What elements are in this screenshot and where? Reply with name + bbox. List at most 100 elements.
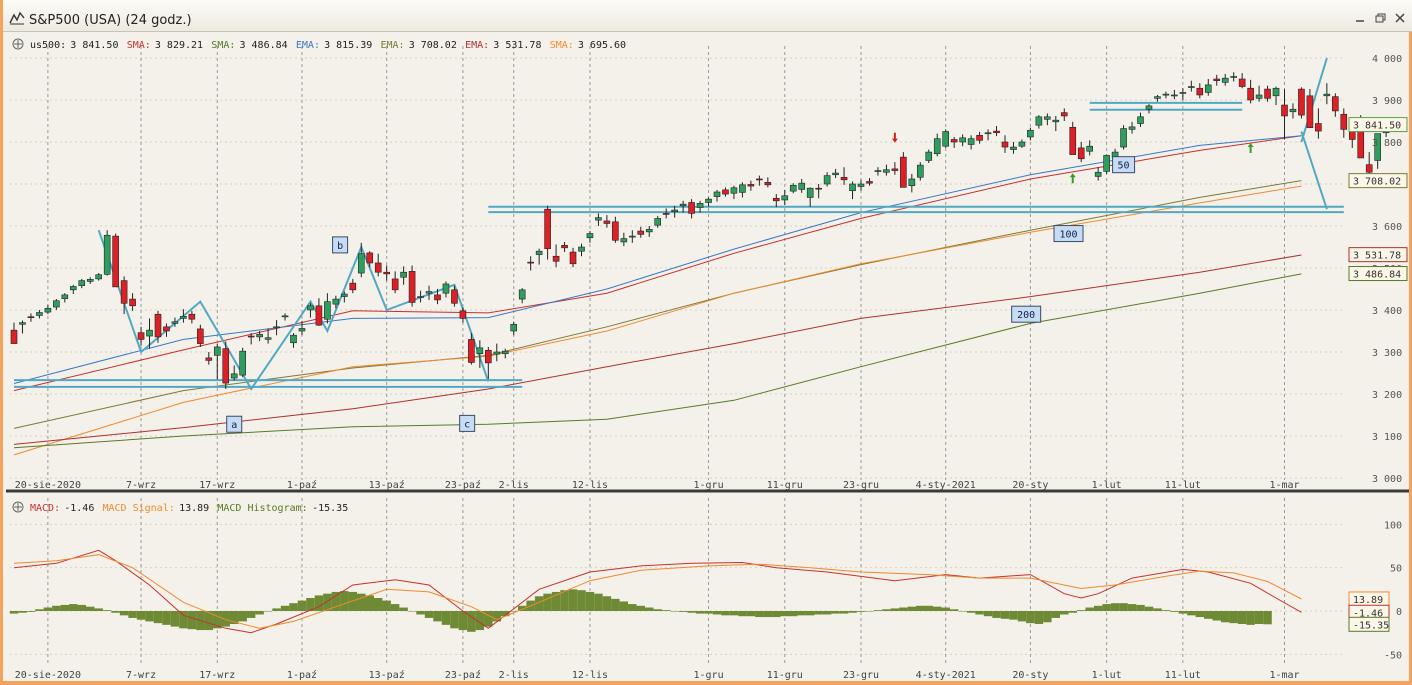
macd-histogram-bar bbox=[738, 611, 747, 617]
candle-body bbox=[950, 139, 958, 143]
candle-body bbox=[993, 130, 1000, 134]
macd-histogram-bar bbox=[907, 606, 917, 611]
macd-x-label: 20-sie-2020 bbox=[15, 670, 81, 681]
candle-body bbox=[789, 184, 797, 192]
macd-histogram-bar bbox=[35, 609, 44, 611]
window-buttons bbox=[1353, 12, 1407, 24]
macd-histogram-bar bbox=[721, 611, 730, 616]
candle-body bbox=[900, 156, 907, 188]
macd-histogram-bar bbox=[1178, 611, 1188, 614]
macd-histogram-bar bbox=[1263, 611, 1272, 625]
candle-body bbox=[1060, 112, 1068, 117]
candle-body bbox=[722, 189, 729, 195]
candle-body bbox=[535, 250, 543, 255]
macd-histogram-bar bbox=[373, 598, 383, 611]
legend-value: 13.89 bbox=[179, 503, 209, 514]
move-handle-ring bbox=[12, 38, 24, 50]
candle-body bbox=[916, 164, 924, 178]
macd-histogram-bar bbox=[916, 605, 925, 611]
candle-body bbox=[696, 203, 704, 208]
candle-body bbox=[781, 195, 789, 201]
legend-value: 3 486.84 bbox=[240, 40, 288, 51]
macd-histogram-bar bbox=[899, 607, 908, 611]
price-badge-label: 3 486.84 bbox=[1353, 270, 1401, 281]
macd-histogram-bar bbox=[492, 611, 502, 622]
restore-icon[interactable] bbox=[1373, 12, 1387, 24]
candle-body bbox=[1128, 126, 1136, 130]
candle-body bbox=[1230, 76, 1237, 78]
macd-histogram-bar bbox=[1026, 611, 1035, 624]
macd-histogram-bar bbox=[746, 611, 756, 617]
macd-tick-label: -50 bbox=[1384, 650, 1402, 661]
candle-body bbox=[137, 332, 145, 340]
price-tick-label: 3 800 bbox=[1372, 138, 1402, 149]
legend-value: 3 841.50 bbox=[70, 40, 118, 51]
macd-histogram-bar bbox=[1170, 611, 1179, 612]
candle-body bbox=[103, 234, 111, 275]
macd-histogram-bar bbox=[424, 611, 434, 618]
macd-histogram-bar bbox=[441, 611, 451, 625]
macd-histogram-bar bbox=[602, 596, 612, 611]
macd-histogram-bar bbox=[831, 611, 840, 614]
candle-body bbox=[984, 132, 992, 135]
candle-body bbox=[197, 328, 204, 344]
candle-body bbox=[290, 334, 297, 344]
macd-histogram-bar bbox=[187, 611, 197, 630]
macd-histogram-bar bbox=[856, 611, 866, 612]
macd-histogram-bar bbox=[949, 609, 959, 611]
macd-histogram-bar bbox=[501, 611, 510, 617]
macd-histogram-bar bbox=[102, 610, 112, 611]
macd-histogram-bar bbox=[280, 605, 290, 611]
macd-histogram-bar bbox=[678, 611, 688, 612]
legend-label: MACD Histogram: bbox=[217, 503, 307, 514]
price-tick-label: 3 200 bbox=[1372, 390, 1402, 401]
macd-histogram-bar bbox=[221, 611, 230, 627]
candle-body bbox=[1323, 93, 1331, 97]
macd-histogram-bar bbox=[1229, 611, 1238, 624]
title-bar[interactable]: S&P500 (USA) (24 godz.) bbox=[3, 0, 1412, 32]
legend-label: SMA: bbox=[211, 40, 235, 51]
macd-badge-label: 13.89 bbox=[1353, 595, 1383, 606]
price-x-label: 17-wrz bbox=[199, 480, 235, 491]
candle-body bbox=[129, 298, 136, 307]
price-x-label: 1-mar bbox=[1269, 480, 1299, 491]
chart-area[interactable]: a b c 50 100 200 3 000 3 100 3 200 3 300 3 400 3 5… bbox=[6, 32, 1409, 685]
candle-body bbox=[366, 252, 374, 264]
macd-histogram-bar bbox=[1153, 608, 1162, 611]
candle-body bbox=[1221, 77, 1229, 83]
macd-histogram-bar bbox=[1119, 603, 1128, 611]
macd-histogram-bar bbox=[382, 600, 391, 611]
candle-body bbox=[1069, 127, 1077, 155]
candle-body bbox=[1306, 95, 1314, 129]
macd-histogram-bar bbox=[229, 611, 239, 624]
price-x-label: 1-lut bbox=[1092, 480, 1122, 491]
macd-histogram-bar bbox=[636, 605, 646, 611]
macd-histogram-bar bbox=[297, 600, 307, 611]
macd-histogram-bar bbox=[517, 605, 527, 611]
candle-body bbox=[1255, 94, 1263, 99]
candle-body bbox=[527, 261, 534, 264]
close-icon[interactable] bbox=[1393, 12, 1407, 24]
price-tick-label: 3 400 bbox=[1372, 306, 1402, 317]
macd-histogram-bar bbox=[848, 611, 857, 613]
candle-body bbox=[332, 298, 340, 305]
macd-histogram-bar bbox=[882, 609, 891, 611]
price-x-label: 12-lis bbox=[572, 480, 608, 491]
macd-histogram-bar bbox=[1127, 604, 1137, 611]
move-handle-icon[interactable] bbox=[12, 38, 24, 50]
minimize-icon[interactable] bbox=[1353, 12, 1367, 24]
candle-body bbox=[307, 305, 314, 311]
candle-body bbox=[1264, 88, 1271, 99]
move-handle-icon[interactable] bbox=[12, 501, 24, 513]
candle-body bbox=[163, 326, 170, 332]
macd-histogram-bar bbox=[1076, 610, 1086, 611]
annotation-label: 200 bbox=[1017, 310, 1035, 321]
candle-body bbox=[485, 350, 492, 364]
macd-histogram-bar bbox=[399, 607, 408, 611]
candle-body bbox=[629, 235, 636, 238]
macd-histogram-bar bbox=[1102, 604, 1111, 611]
legend-value: 3 708.02 bbox=[409, 40, 457, 51]
macd-histogram-bar bbox=[179, 611, 188, 629]
macd-histogram-bar bbox=[560, 590, 569, 611]
macd-histogram-bar bbox=[611, 598, 620, 611]
